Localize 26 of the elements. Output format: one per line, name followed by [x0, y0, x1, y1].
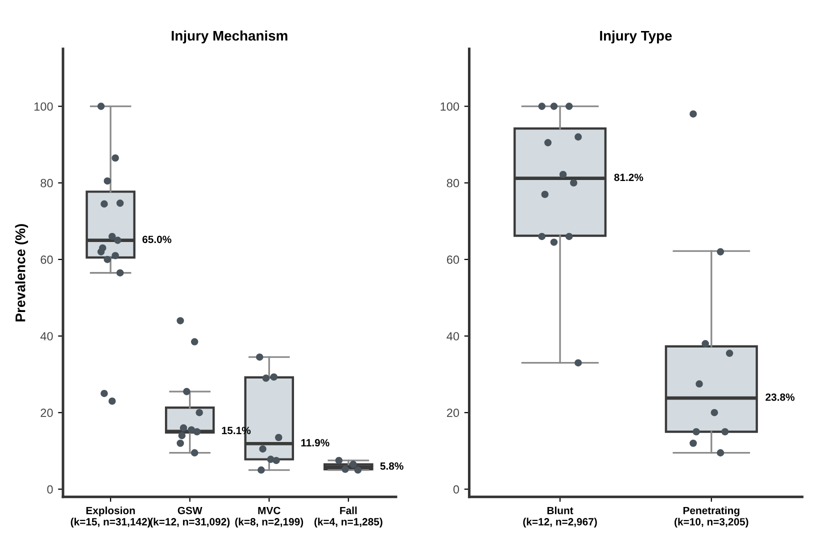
- y-axis-title: Prevalence (%): [15, 224, 28, 322]
- x-tick-label: Penetrating (k=10, n=3,205): [674, 506, 748, 528]
- y-tick-label: 100: [34, 102, 53, 111]
- y-tick-label: 60: [446, 255, 460, 264]
- y-tick-label: 80: [40, 178, 53, 188]
- x-tick-label: Fall (k=4, n=1,285): [314, 506, 382, 528]
- y-tick-label: 80: [446, 178, 460, 188]
- x-tick-label: Explosion (k=15, n=31,142): [70, 506, 150, 528]
- y-tick-label: 40: [446, 332, 460, 340]
- y-tick-label: 100: [440, 102, 460, 111]
- annotation: 11.9%: [301, 439, 330, 446]
- x-tick-label: Blunt (k=12, n=2,967): [523, 506, 597, 528]
- y-tick-label: 60: [40, 255, 53, 264]
- chart-title: Injury Mechanism: [172, 30, 288, 44]
- y-tick-label: 20: [446, 408, 460, 418]
- y-tick-label: 20: [40, 408, 53, 418]
- y-tick-label: 40: [40, 332, 53, 340]
- annotation: 5.8%: [380, 462, 404, 470]
- y-tick-label: 0: [453, 485, 460, 494]
- annotation: 81.2%: [614, 174, 644, 182]
- chart-title: Injury Type: [600, 30, 672, 44]
- y-tick-label: 0: [47, 485, 53, 494]
- annotation: 65.0%: [142, 236, 172, 244]
- x-tick-label: MVC (k=8, n=2,199): [235, 506, 304, 528]
- annotation: 23.8%: [766, 393, 795, 401]
- x-tick-label: GSW (k=12, n=31,092): [150, 506, 230, 528]
